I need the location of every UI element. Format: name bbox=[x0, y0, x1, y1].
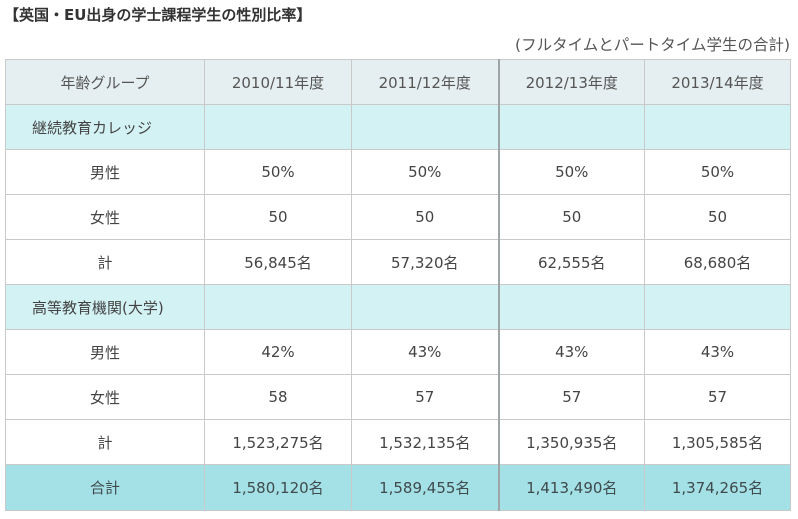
section-label: 高等教育機関(大学) bbox=[5, 284, 205, 330]
column-header-2013-14: 2013/14年度 bbox=[644, 59, 791, 105]
table-cell: 1,523,275名 bbox=[204, 419, 352, 465]
table-cell bbox=[497, 104, 645, 150]
table-row-he-female: 女性 58 57 57 57 bbox=[5, 374, 791, 420]
table-cell: 68,680名 bbox=[644, 239, 791, 285]
table-cell bbox=[644, 104, 791, 150]
table-cell: 50 bbox=[497, 194, 645, 240]
column-header-age-group: 年齢グループ bbox=[5, 59, 205, 105]
table-cell: 1,580,120名 bbox=[204, 464, 352, 511]
table-cell: 43% bbox=[644, 329, 791, 375]
table-cell bbox=[351, 284, 499, 330]
table-row-fe-male: 男性 50% 50% 50% 50% bbox=[5, 149, 791, 195]
table-cell: 43% bbox=[497, 329, 645, 375]
page-title: 【英国・EU出身の学士課程学生の性別比率】 bbox=[4, 6, 312, 24]
table-cell: 1,413,490名 bbox=[497, 464, 645, 511]
table-cell: 1,532,135名 bbox=[351, 419, 499, 465]
table-cell: 56,845名 bbox=[204, 239, 352, 285]
table-cell: 57 bbox=[644, 374, 791, 420]
table-row-grand-total: 合計 1,580,120名 1,589,455名 1,413,490名 1,37… bbox=[5, 464, 791, 511]
table-cell: 42% bbox=[204, 329, 352, 375]
table-cell: 50% bbox=[351, 149, 499, 195]
page-subtitle: (フルタイムとパートタイム学生の合計) bbox=[515, 36, 790, 54]
table-cell: 1,350,935名 bbox=[497, 419, 645, 465]
table-cell: 50 bbox=[644, 194, 791, 240]
table-cell: 62,555名 bbox=[497, 239, 645, 285]
table-cell: 57,320名 bbox=[351, 239, 499, 285]
row-label: 女性 bbox=[5, 194, 205, 240]
table-cell bbox=[204, 284, 352, 330]
table-cell: 1,305,585名 bbox=[644, 419, 791, 465]
column-header-2010-11: 2010/11年度 bbox=[204, 59, 352, 105]
gender-ratio-table: 年齢グループ 2010/11年度 2011/12年度 2012/13年度 201… bbox=[5, 59, 791, 511]
table-cell: 50 bbox=[204, 194, 352, 240]
column-header-2011-12: 2011/12年度 bbox=[351, 59, 499, 105]
row-label: 男性 bbox=[5, 329, 205, 375]
table-cell bbox=[497, 284, 645, 330]
table-row-fe-female: 女性 50 50 50 50 bbox=[5, 194, 791, 240]
table-cell: 57 bbox=[351, 374, 499, 420]
table-header-row: 年齢グループ 2010/11年度 2011/12年度 2012/13年度 201… bbox=[5, 59, 791, 105]
table-cell: 43% bbox=[351, 329, 499, 375]
row-label: 計 bbox=[5, 239, 205, 285]
section-row-higher-education: 高等教育機関(大学) bbox=[5, 284, 791, 330]
table-cell: 50 bbox=[351, 194, 499, 240]
row-label: 男性 bbox=[5, 149, 205, 195]
table-row-fe-subtotal: 計 56,845名 57,320名 62,555名 68,680名 bbox=[5, 239, 791, 285]
row-label: 合計 bbox=[5, 464, 205, 511]
table-cell bbox=[204, 104, 352, 150]
section-label: 継続教育カレッジ bbox=[5, 104, 205, 150]
column-header-2012-13: 2012/13年度 bbox=[497, 59, 645, 105]
table-cell: 50% bbox=[644, 149, 791, 195]
table-cell: 1,589,455名 bbox=[351, 464, 499, 511]
section-row-further-education: 継続教育カレッジ bbox=[5, 104, 791, 150]
table-row-he-subtotal: 計 1,523,275名 1,532,135名 1,350,935名 1,305… bbox=[5, 419, 791, 465]
table-cell: 57 bbox=[497, 374, 645, 420]
table-cell bbox=[644, 284, 791, 330]
table-cell bbox=[351, 104, 499, 150]
table-cell: 1,374,265名 bbox=[644, 464, 791, 511]
table-cell: 58 bbox=[204, 374, 352, 420]
row-label: 計 bbox=[5, 419, 205, 465]
table-row-he-male: 男性 42% 43% 43% 43% bbox=[5, 329, 791, 375]
row-label: 女性 bbox=[5, 374, 205, 420]
table-cell: 50% bbox=[497, 149, 645, 195]
table-cell: 50% bbox=[204, 149, 352, 195]
